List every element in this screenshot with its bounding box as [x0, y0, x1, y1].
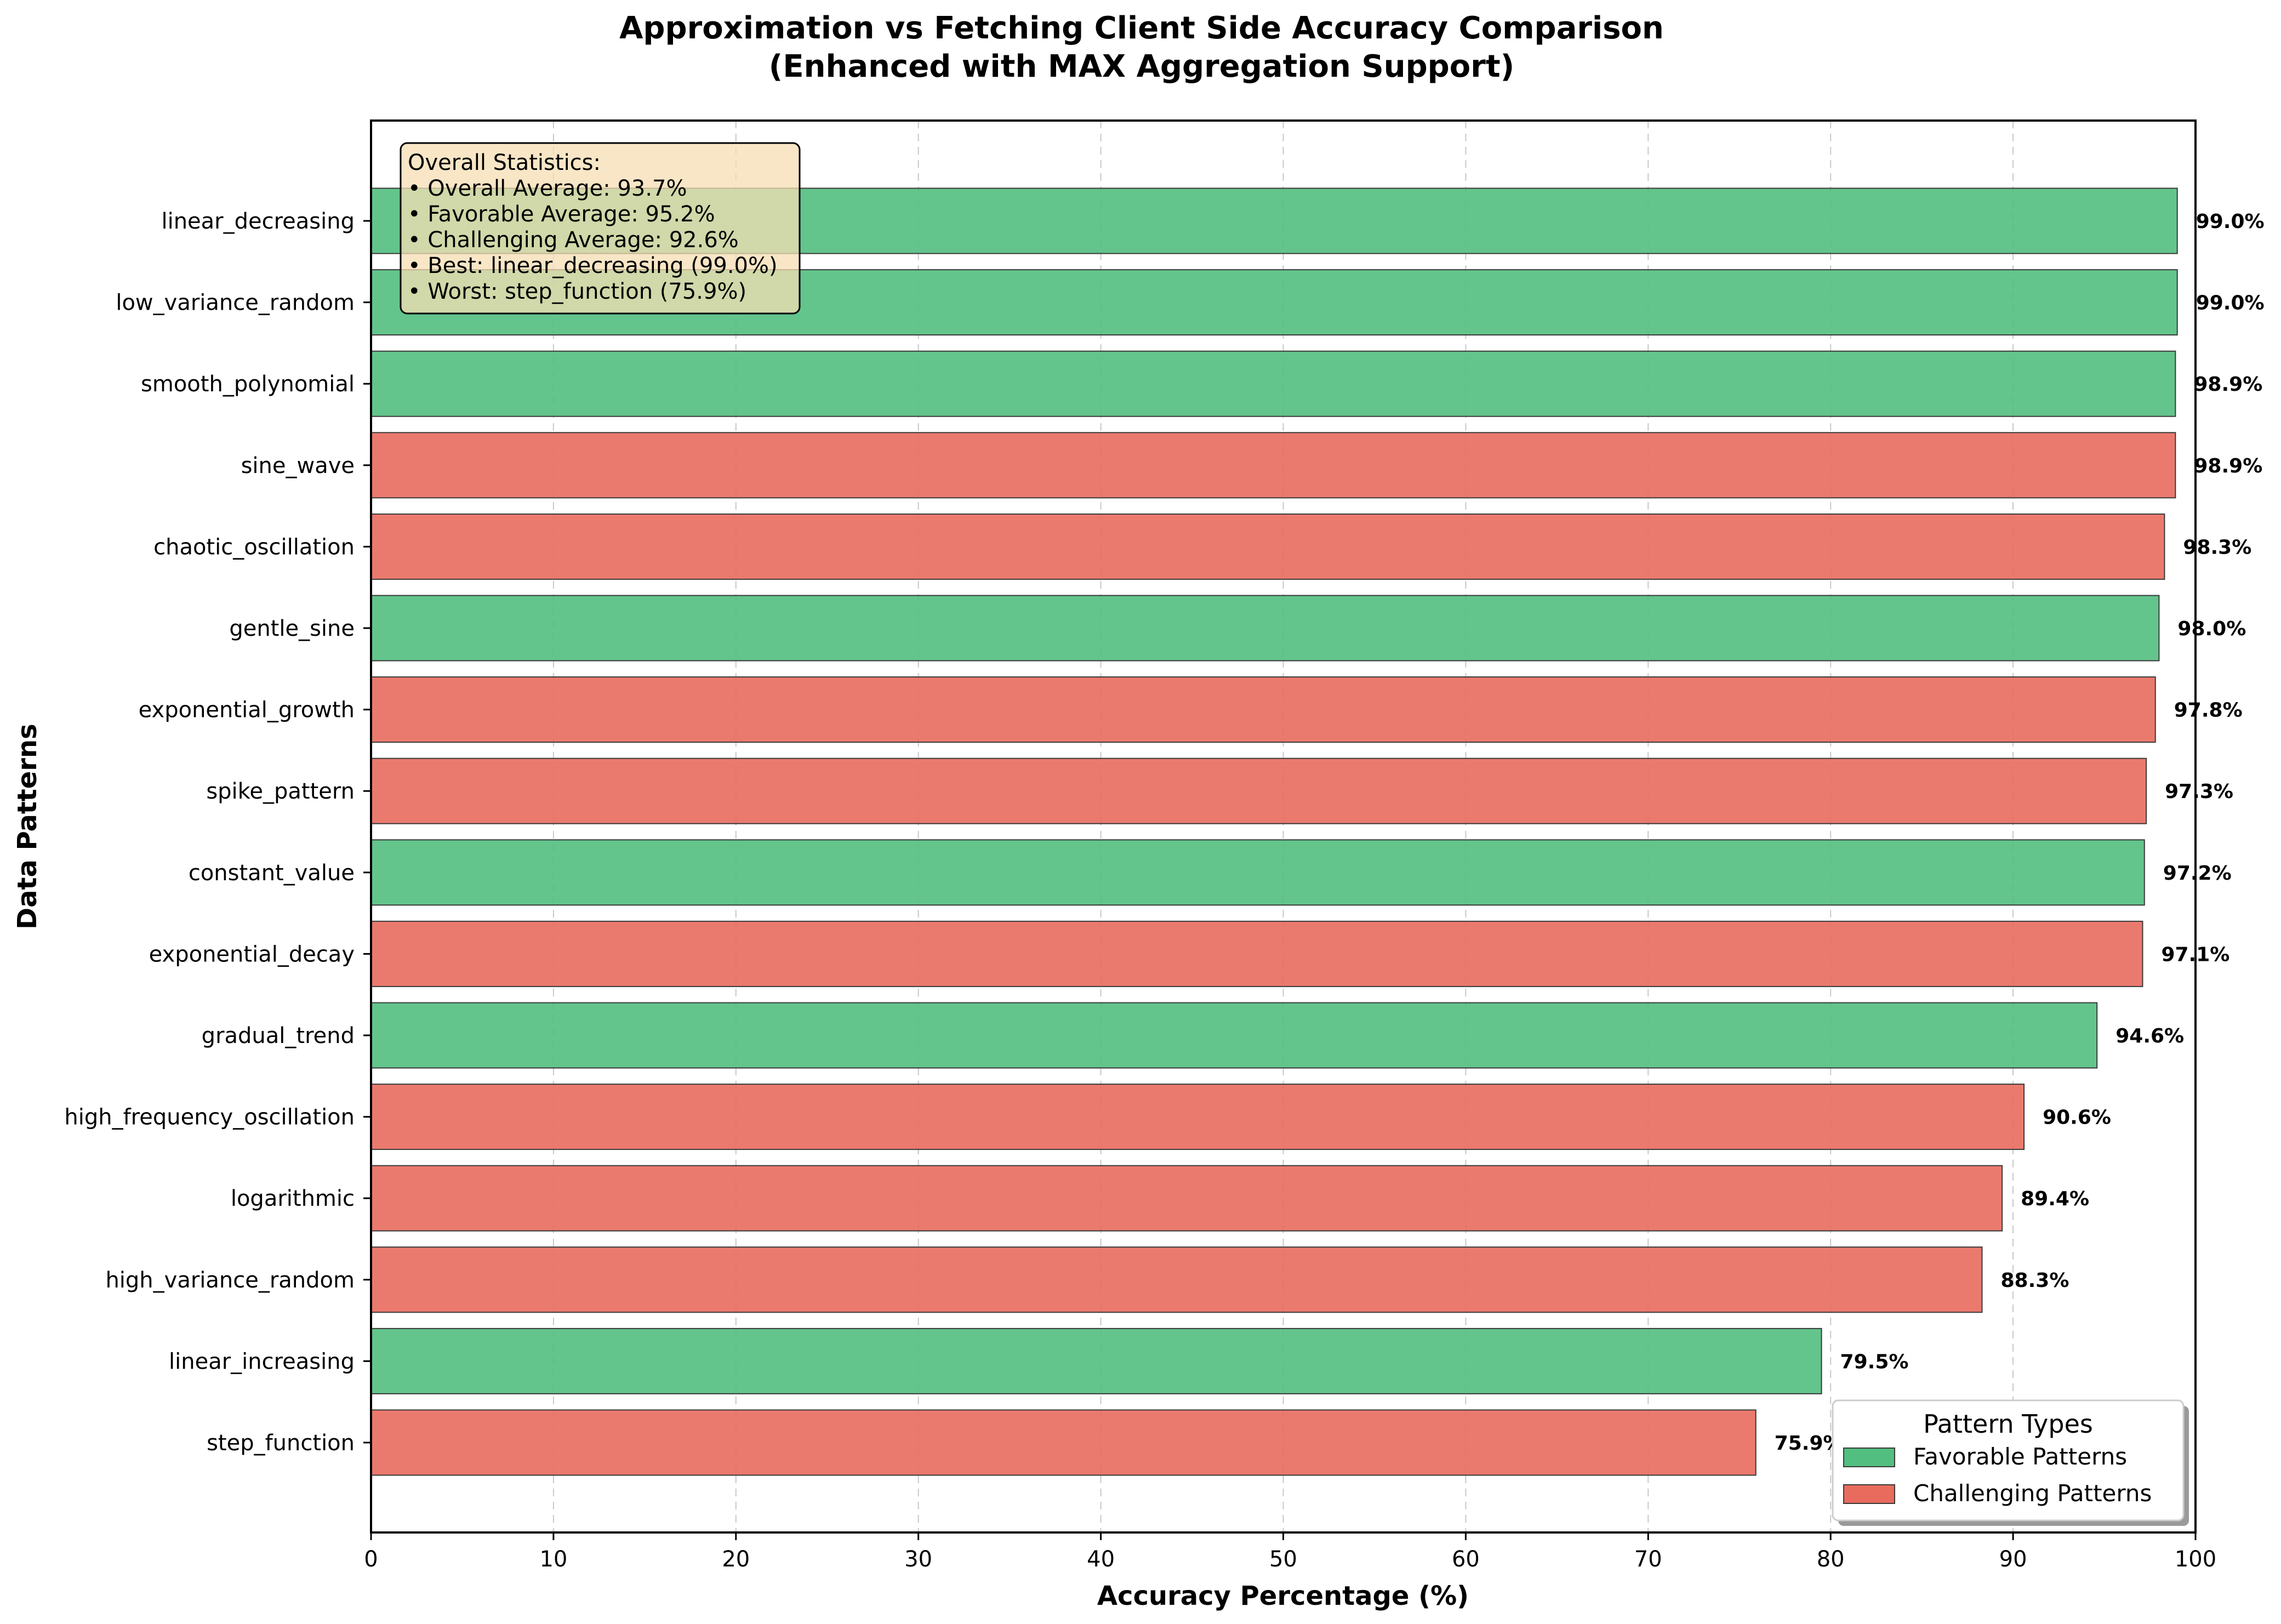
- value-label: 98.3%: [2183, 536, 2251, 559]
- annotation-line: Overall Statistics:: [408, 150, 601, 175]
- bar-exponential-growth: [370, 676, 2156, 743]
- bar-gentle-sine: [370, 595, 2160, 662]
- bar-smooth-polynomial: [370, 350, 2176, 417]
- y-tick-label: high_variance_random: [105, 1268, 355, 1293]
- y-tick-label: gradual_trend: [202, 1023, 355, 1049]
- stats-annotation-box: Overall Statistics:• Overall Average: 93…: [400, 142, 801, 315]
- value-label: 79.5%: [1840, 1351, 1909, 1373]
- value-label: 89.4%: [2021, 1188, 2089, 1210]
- x-tick-label: 0: [364, 1547, 378, 1572]
- annotation-line: • Challenging Average: 92.6%: [408, 227, 739, 253]
- value-label: 97.8%: [2174, 699, 2243, 722]
- x-tick-label: 20: [722, 1547, 750, 1572]
- value-label: 90.6%: [2043, 1107, 2111, 1129]
- annotation-line: • Best: linear_decreasing (99.0%): [408, 253, 778, 278]
- y-tick-label: high_frequency_oscillation: [64, 1105, 355, 1130]
- annotation-line: • Worst: step_function (75.9%): [408, 279, 746, 304]
- legend-entry-label: Favorable Patterns: [1913, 1443, 2127, 1470]
- value-label: 88.3%: [2001, 1269, 2069, 1292]
- bar-step-function: [370, 1409, 1757, 1476]
- x-tick-label: 50: [1269, 1547, 1297, 1572]
- y-tick-label: exponential_growth: [139, 698, 355, 723]
- bar-high-frequency-oscillation: [370, 1084, 2025, 1150]
- legend-entry-label: Challenging Patterns: [1913, 1480, 2152, 1507]
- y-tick-label: logarithmic: [231, 1186, 355, 1211]
- legend-swatch-challenging: [1843, 1484, 1895, 1504]
- y-tick-label: constant_value: [189, 861, 355, 886]
- y-tick-label: chaotic_oscillation: [153, 534, 355, 560]
- x-tick-label: 70: [1634, 1547, 1662, 1572]
- annotation-line: • Favorable Average: 95.2%: [408, 202, 715, 227]
- value-label: 97.2%: [2163, 862, 2232, 885]
- value-label: 97.3%: [2165, 780, 2233, 803]
- y-tick-label: step_function: [207, 1431, 355, 1456]
- chart-subtitle: (Enhanced with MAX Aggregation Support): [769, 49, 1514, 84]
- x-tick-label: 10: [539, 1547, 567, 1572]
- x-tick-label: 80: [1817, 1547, 1845, 1572]
- bar-sine-wave: [370, 432, 2176, 499]
- bar-constant-value: [370, 839, 2145, 906]
- x-tick-label: 40: [1087, 1547, 1115, 1572]
- axes-layer: 0 10 20 30 40 50 60 70 80 90 100 linear_decreasingl…: [64, 209, 2216, 1572]
- bar-logarithmic: [370, 1165, 2003, 1232]
- value-label: 99.0%: [2196, 292, 2265, 315]
- chart-title: Approximation vs Fetching Client Side Ac…: [619, 10, 1664, 46]
- value-label: 98.9%: [2194, 455, 2262, 477]
- y-tick-label: gentle_sine: [229, 616, 355, 641]
- value-label: 75.9%: [1775, 1432, 1843, 1455]
- legend-title: Pattern Types: [1923, 1409, 2093, 1439]
- y-tick-label: spike_pattern: [206, 779, 355, 804]
- y-tick-label: sine_wave: [241, 453, 355, 478]
- x-axis-label: Accuracy Percentage (%): [1097, 1581, 1469, 1611]
- y-tick-label: linear_increasing: [169, 1349, 355, 1374]
- bar-gradual-trend: [370, 1002, 2098, 1069]
- y-tick-label: smooth_polynomial: [141, 372, 355, 397]
- value-label: 98.9%: [2194, 373, 2262, 396]
- x-tick-label: 90: [1999, 1547, 2027, 1572]
- bar-high-variance-random: [370, 1246, 1983, 1313]
- annotation-line: • Overall Average: 93.7%: [408, 176, 687, 201]
- x-tick-label: 30: [904, 1547, 932, 1572]
- legend: Pattern Types Favorable Patterns Challengi…: [1832, 1399, 2189, 1526]
- value-label: 99.0%: [2196, 210, 2265, 233]
- y-axis-label: Data Patterns: [12, 723, 43, 929]
- y-tick-label: exponential_decay: [149, 942, 355, 967]
- value-label: 94.6%: [2115, 1025, 2184, 1047]
- annotation-box-background: [400, 142, 801, 315]
- legend-swatch-favorable: [1843, 1448, 1895, 1467]
- bar-spike-pattern: [370, 757, 2147, 824]
- x-tick-label: 60: [1452, 1547, 1480, 1572]
- y-tick-label: linear_decreasing: [161, 209, 355, 234]
- value-label: 98.0%: [2177, 618, 2246, 640]
- y-tick-label: low_variance_random: [116, 290, 355, 316]
- bar-exponential-decay: [370, 920, 2143, 987]
- bar-linear-increasing: [370, 1327, 1822, 1394]
- x-tick-label: 100: [2175, 1547, 2216, 1572]
- bar-chaotic-oscillation: [370, 513, 2165, 580]
- legend-background: [1832, 1399, 2185, 1522]
